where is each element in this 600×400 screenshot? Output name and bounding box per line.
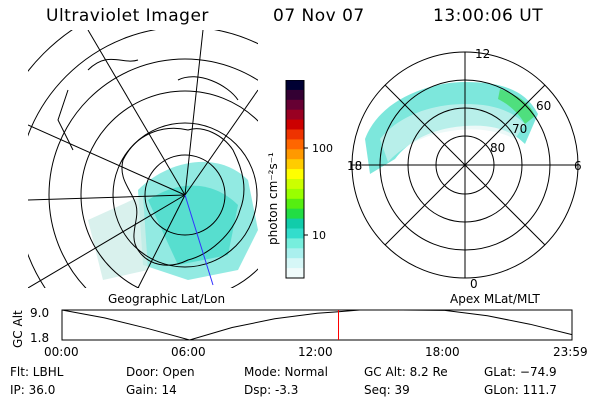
altitude-plot: GC Alt 9.0 1.8	[11, 306, 573, 348]
geographic-map	[28, 30, 258, 288]
colorbar-swatch	[286, 248, 304, 259]
info-seq: Seq: 39	[364, 383, 410, 397]
info-mode: Mode: Normal	[244, 365, 328, 379]
mlt-label-12: 12	[475, 47, 490, 61]
altitude-ytick-max: 9.0	[30, 306, 49, 320]
left-panel-label: Geographic Lat/Lon	[108, 292, 226, 306]
colorbar-swatch	[286, 109, 304, 121]
colorbar-swatch	[286, 159, 304, 170]
colorbar-tick-100: 100	[312, 142, 333, 155]
colorbar-swatch	[286, 198, 304, 210]
altitude-curve	[61, 309, 573, 341]
xtick-0600: 06:00	[171, 345, 206, 359]
xtick-1200: 12:00	[298, 345, 333, 359]
colorbar-swatch	[286, 149, 304, 160]
colorbar-swatch	[286, 188, 304, 200]
right-panel-label: Apex MLat/MLT	[450, 292, 540, 306]
observation-time: 13:00:06 UT	[433, 6, 544, 26]
colorbar-tick-10: 10	[312, 229, 326, 242]
info-glon: GLon: 111.7	[484, 383, 557, 397]
colorbar-swatch	[286, 258, 304, 269]
colorbar-swatch	[286, 169, 304, 180]
colorbar: 100 10 photon cm⁻²s⁻¹	[268, 80, 333, 279]
xtick-0000: 00:00	[44, 345, 79, 359]
altitude-ytick-min: 1.8	[30, 331, 49, 345]
mlt-label-0: 0	[470, 277, 478, 291]
lat-label-60: 60	[536, 99, 551, 113]
colorbar-swatch	[286, 89, 304, 101]
info-filter: Flt: LBHL	[10, 365, 64, 379]
xtick-2359: 23:59	[553, 345, 588, 359]
info-glat: GLat: −74.9	[484, 365, 557, 379]
info-ip: IP: 36.0	[10, 383, 56, 397]
instrument-title: Ultraviolet Imager	[46, 6, 209, 26]
lat-label-70: 70	[512, 122, 527, 136]
colorbar-swatch	[286, 238, 304, 249]
mlt-label-18: 18	[347, 159, 362, 173]
colorbar-swatch	[286, 208, 304, 220]
lat-label-80: 80	[490, 141, 505, 155]
colorbar-swatch	[286, 268, 304, 279]
colorbar-swatch	[286, 218, 304, 229]
info-door: Door: Open	[126, 365, 195, 379]
info-dsp: Dsp: -3.3	[244, 383, 299, 397]
colorbar-swatch	[286, 99, 304, 111]
colorbar-label: photon cm⁻²s⁻¹	[268, 152, 280, 245]
colorbar-swatch	[286, 139, 304, 150]
colorbar-swatch	[286, 228, 304, 239]
colorbar-swatch	[286, 80, 304, 91]
observation-date: 07 Nov 07	[273, 6, 365, 26]
colorbar-swatch	[286, 129, 304, 140]
xtick-1800: 18:00	[425, 345, 460, 359]
aurora-oval	[365, 82, 538, 174]
info-gain: Gain: 14	[126, 383, 177, 397]
mlt-polar-plot: 12 18 6 0 60 70 80	[347, 47, 582, 291]
colorbar-swatch	[286, 179, 304, 190]
altitude-ylabel: GC Alt	[11, 310, 25, 348]
mlt-label-6: 6	[574, 159, 582, 173]
altitude-frame	[61, 309, 573, 341]
colorbar-swatch	[286, 119, 304, 130]
info-gcalt: GC Alt: 8.2 Re	[364, 365, 448, 379]
